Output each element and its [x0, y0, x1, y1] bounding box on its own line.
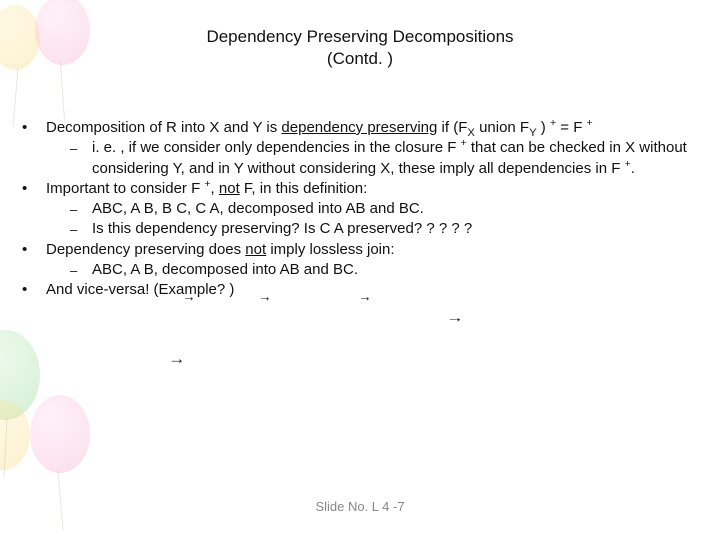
text: ,	[211, 180, 219, 197]
arrow-icon: →	[358, 289, 372, 304]
subscript: Y	[529, 127, 537, 139]
bullet-body: And vice-versa! (Example? )	[46, 280, 702, 300]
slide-title: Dependency Preserving Decompositions (Co…	[0, 26, 720, 70]
sub-bullet: – ABC, A B, B C, C A, decomposed into AB…	[70, 199, 702, 219]
arrow-icon: →	[446, 310, 464, 325]
text-underlined: dependency preserving	[281, 119, 437, 136]
superscript: +	[587, 117, 593, 129]
bullet-1: • Decomposition of R into X and Y is dep…	[22, 118, 702, 179]
bullet-3: • Dependency preserving does not imply l…	[22, 240, 702, 281]
bullet-marker: •	[22, 118, 46, 179]
subscript: X	[467, 127, 475, 139]
bullet-marker: •	[22, 179, 46, 240]
balloon-string	[60, 62, 65, 122]
slide-footer: Slide No. L 4 -7	[0, 499, 720, 514]
balloon-decoration	[30, 395, 90, 473]
sub-bullet-body: i. e. , if we consider only dependencies…	[92, 138, 702, 179]
sub-bullet-body: ABC, A B, B C, C A, decomposed into AB a…	[92, 199, 702, 219]
text: .	[631, 160, 635, 177]
bullet-body: Dependency preserving does not imply los…	[46, 240, 702, 281]
text: union F	[479, 119, 529, 136]
balloon-string	[12, 68, 18, 128]
title-line-2: (Contd. )	[327, 49, 393, 68]
sub-bullet-marker: –	[70, 219, 92, 239]
bullet-body: Important to consider F +, not F, in thi…	[46, 179, 702, 240]
bullet-marker: •	[22, 280, 46, 300]
text: = F	[556, 119, 586, 136]
sub-bullet-marker: –	[70, 199, 92, 219]
slide-content: • Decomposition of R into X and Y is dep…	[22, 118, 702, 300]
sub-bullet: – ABC, A B, decomposed into AB and BC.	[70, 260, 702, 280]
text: i. e. , if we consider only dependencies…	[92, 139, 461, 156]
bullet-body: Decomposition of R into X and Y is depen…	[46, 118, 702, 179]
text: )	[537, 119, 550, 136]
text: Dependency preserving does	[46, 241, 245, 258]
sub-bullet: – i. e. , if we consider only dependenci…	[70, 138, 702, 179]
sub-bullet: – Is this dependency preserving? Is C A …	[70, 219, 702, 239]
arrow-icon: →	[182, 289, 196, 304]
arrow-icon: →	[168, 350, 186, 367]
bullet-2: • Important to consider F +, not F, in t…	[22, 179, 702, 240]
text-underlined: not	[245, 241, 266, 258]
text: F, in this definition:	[240, 180, 368, 197]
sub-bullet-marker: –	[70, 138, 92, 179]
text-underlined: not	[219, 180, 240, 197]
text: imply lossless join:	[266, 241, 394, 258]
text: Important to consider F	[46, 180, 204, 197]
text: if (F	[437, 119, 467, 136]
text: Decomposition of R into X and Y is	[46, 119, 281, 136]
sub-bullet-marker: –	[70, 260, 92, 280]
sub-bullet-body: Is this dependency preserving? Is C A pr…	[92, 219, 702, 239]
sub-bullet-body: ABC, A B, decomposed into AB and BC.	[92, 260, 702, 280]
arrow-icon: →	[258, 289, 272, 304]
bullet-marker: •	[22, 240, 46, 281]
title-line-1: Dependency Preserving Decompositions	[206, 27, 513, 46]
